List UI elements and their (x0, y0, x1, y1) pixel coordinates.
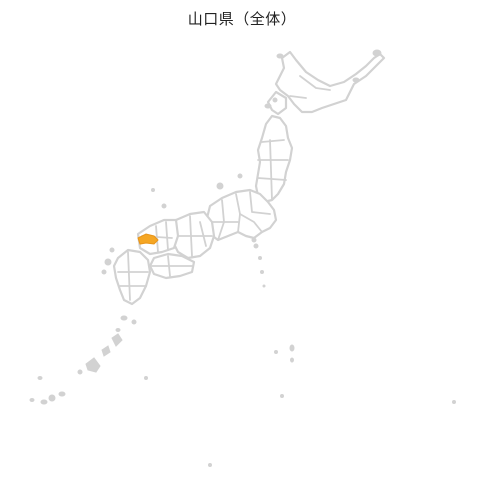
region-tohoku (254, 114, 294, 204)
region-okinawa (85, 357, 101, 373)
region-yamaguchi (137, 233, 159, 245)
map-title: 山口県（全体） (187, 10, 297, 28)
region-hokkaido (274, 50, 386, 114)
island-rishiri (276, 53, 284, 59)
region-kyushu (112, 248, 152, 306)
region-amami (111, 333, 123, 347)
region-oshima (266, 90, 288, 116)
